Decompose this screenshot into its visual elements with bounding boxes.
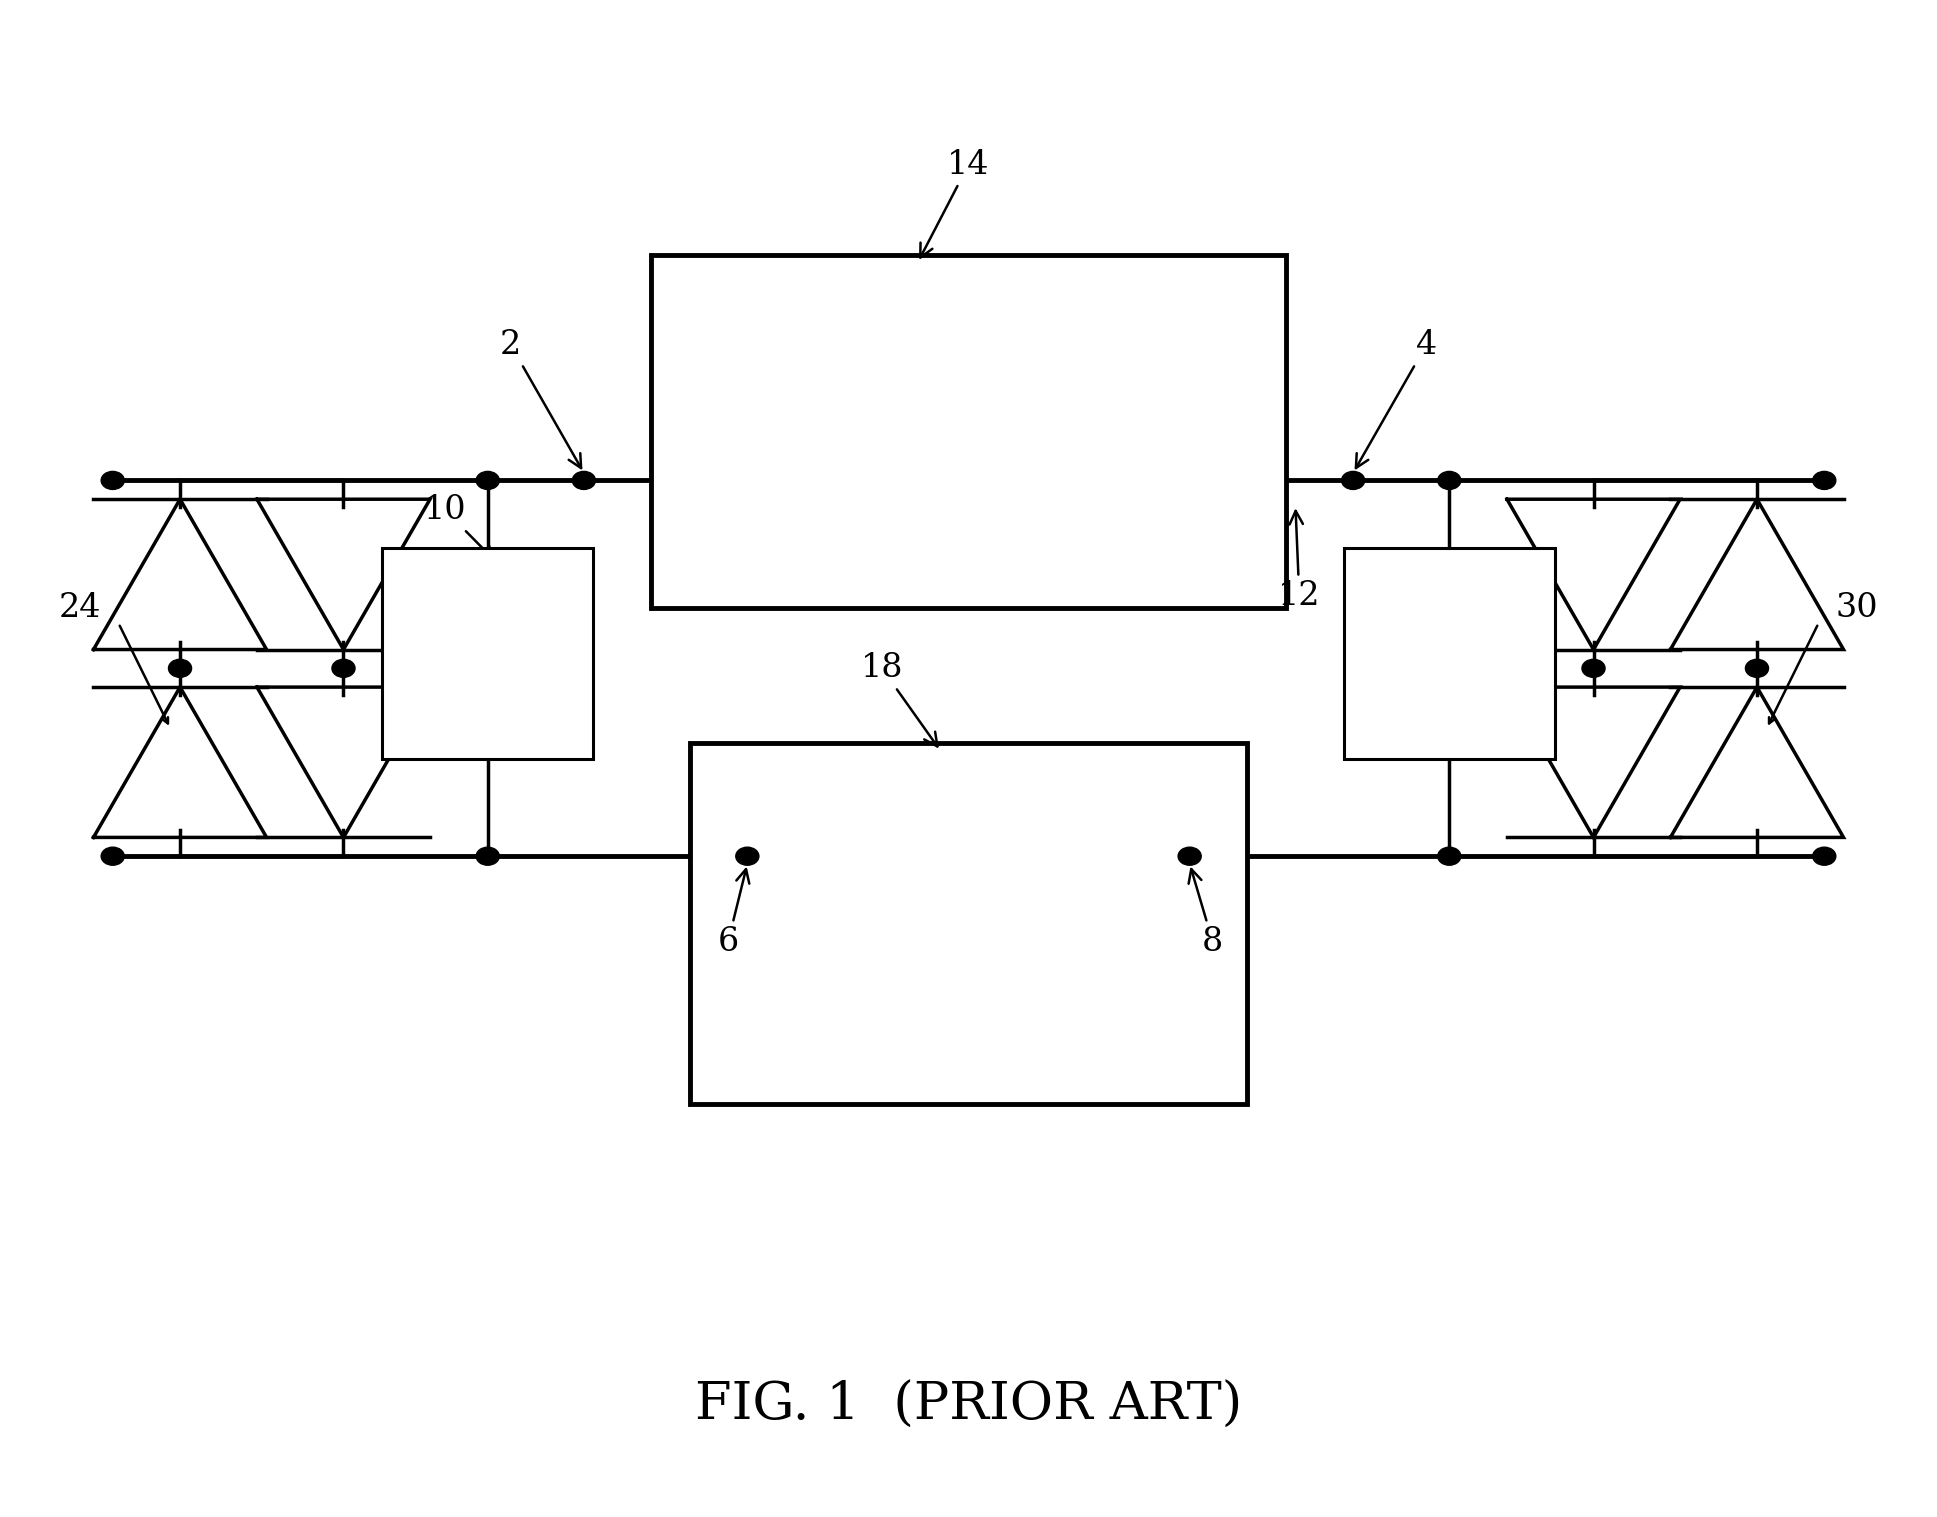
Text: 12: 12 <box>1278 511 1321 613</box>
Circle shape <box>331 660 354 677</box>
Circle shape <box>169 660 192 677</box>
Text: 6: 6 <box>717 869 750 957</box>
Bar <box>651 255 1286 608</box>
Circle shape <box>1437 472 1460 490</box>
Text: Circuit: Circuit <box>1410 642 1488 664</box>
Text: 14: 14 <box>920 149 990 258</box>
Circle shape <box>1437 846 1460 865</box>
Bar <box>382 548 593 758</box>
Text: 10: 10 <box>424 495 494 560</box>
Circle shape <box>477 472 500 490</box>
Circle shape <box>477 846 500 865</box>
Text: 24: 24 <box>58 592 101 623</box>
Bar <box>690 743 1247 1104</box>
Circle shape <box>1178 846 1201 865</box>
Text: 18: 18 <box>860 652 938 746</box>
Text: 8: 8 <box>1189 869 1224 957</box>
Circle shape <box>101 846 124 865</box>
Text: Circuit: Circuit <box>449 642 527 664</box>
Circle shape <box>101 472 124 490</box>
Circle shape <box>1813 472 1836 490</box>
Text: 2: 2 <box>500 329 581 469</box>
Text: 4: 4 <box>1356 329 1437 469</box>
Bar <box>1344 548 1555 758</box>
Circle shape <box>1813 846 1836 865</box>
Circle shape <box>571 472 595 490</box>
Circle shape <box>1745 660 1768 677</box>
Circle shape <box>736 846 759 865</box>
Circle shape <box>1342 472 1366 490</box>
Text: 30: 30 <box>1836 592 1879 623</box>
Text: FIG. 1  (PRIOR ART): FIG. 1 (PRIOR ART) <box>695 1379 1242 1431</box>
Circle shape <box>1583 660 1606 677</box>
